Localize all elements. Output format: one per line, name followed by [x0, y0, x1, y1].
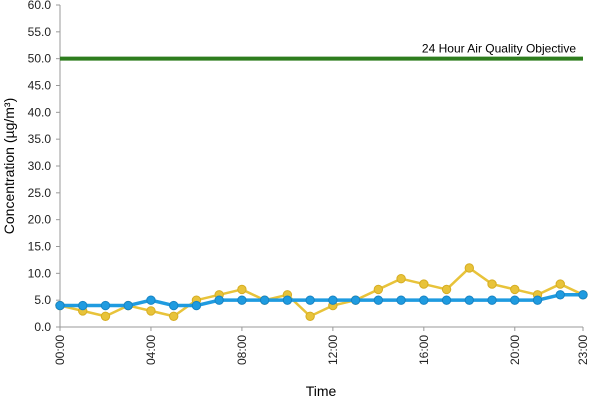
- data-point: [510, 295, 520, 305]
- y-tick-label: 60.0: [28, 0, 52, 12]
- series-line: [60, 293, 583, 308]
- y-tick-label: 55.0: [28, 25, 52, 39]
- data-point: [464, 263, 475, 273]
- data-point: [419, 279, 429, 289]
- data-point: [578, 290, 588, 300]
- data-point: [123, 300, 133, 311]
- data-point: [487, 295, 497, 305]
- data-point: [237, 295, 247, 305]
- data-point: [487, 279, 497, 289]
- series-layer: [55, 263, 588, 321]
- data-point: [146, 295, 156, 305]
- y-tick-label: 15.0: [28, 240, 52, 254]
- data-point: [464, 295, 475, 305]
- x-tick-label: 20:00: [508, 335, 522, 365]
- data-point: [441, 284, 452, 295]
- data-point: [350, 295, 361, 305]
- y-tick-label: 50.0: [28, 52, 52, 66]
- data-point: [510, 284, 520, 295]
- y-axis-title: Concentration (µg/m³): [1, 98, 17, 234]
- y-tick-label: 5.0: [34, 293, 51, 307]
- data-point: [100, 300, 111, 311]
- y-tick-label: 0.0: [34, 320, 51, 334]
- x-tick-label: 08:00: [235, 335, 249, 365]
- data-point: [146, 306, 156, 316]
- data-point: [328, 295, 338, 305]
- data-point: [168, 311, 179, 321]
- data-point: [373, 284, 384, 295]
- data-point: [373, 295, 384, 305]
- data-point: [419, 295, 429, 305]
- y-tick-label: 20.0: [28, 213, 52, 227]
- data-point: [396, 274, 406, 284]
- x-tick-label: 23:00: [576, 335, 590, 365]
- data-point: [305, 311, 315, 321]
- data-point: [555, 279, 565, 289]
- y-tick-label: 30.0: [28, 159, 52, 173]
- objective-line-group: 24 Hour Air Quality Objective: [60, 42, 583, 61]
- data-point: [237, 284, 247, 295]
- x-axis-title: Time: [306, 383, 337, 399]
- data-point: [168, 300, 179, 311]
- objective-label: 24 Hour Air Quality Objective: [422, 42, 576, 56]
- data-point: [259, 295, 270, 305]
- y-tick-label: 10.0: [28, 266, 52, 280]
- y-tick-label: 35.0: [28, 132, 52, 146]
- series-2: [55, 290, 588, 311]
- y-tick-label: 25.0: [28, 186, 52, 200]
- y-tick-label: 45.0: [28, 79, 52, 93]
- series-1: [55, 263, 588, 321]
- data-point: [441, 295, 452, 305]
- data-point: [282, 295, 293, 305]
- data-point: [191, 300, 202, 311]
- y-tick-label: 40.0: [28, 105, 52, 119]
- x-tick-label: 00:00: [53, 335, 67, 365]
- data-point: [100, 311, 111, 321]
- data-point: [214, 295, 224, 305]
- data-point: [555, 290, 565, 300]
- x-tick-label: 04:00: [144, 335, 158, 365]
- data-point: [305, 295, 315, 305]
- x-tick-label: 16:00: [417, 335, 431, 365]
- x-axis-ticks: 00:00 04:00 08:00 12:00 16:00 20:00 23:00: [53, 327, 590, 365]
- data-point: [55, 300, 65, 311]
- y-axis-ticks: 0.0 5.0 10.0 15.0 20.0 25.0 30.0 35.0 40.0 45.0 50…: [28, 0, 60, 334]
- data-point: [396, 295, 406, 305]
- data-point: [78, 300, 88, 311]
- x-tick-label: 12:00: [326, 335, 340, 365]
- data-point: [532, 295, 543, 305]
- series-line: [59, 266, 584, 318]
